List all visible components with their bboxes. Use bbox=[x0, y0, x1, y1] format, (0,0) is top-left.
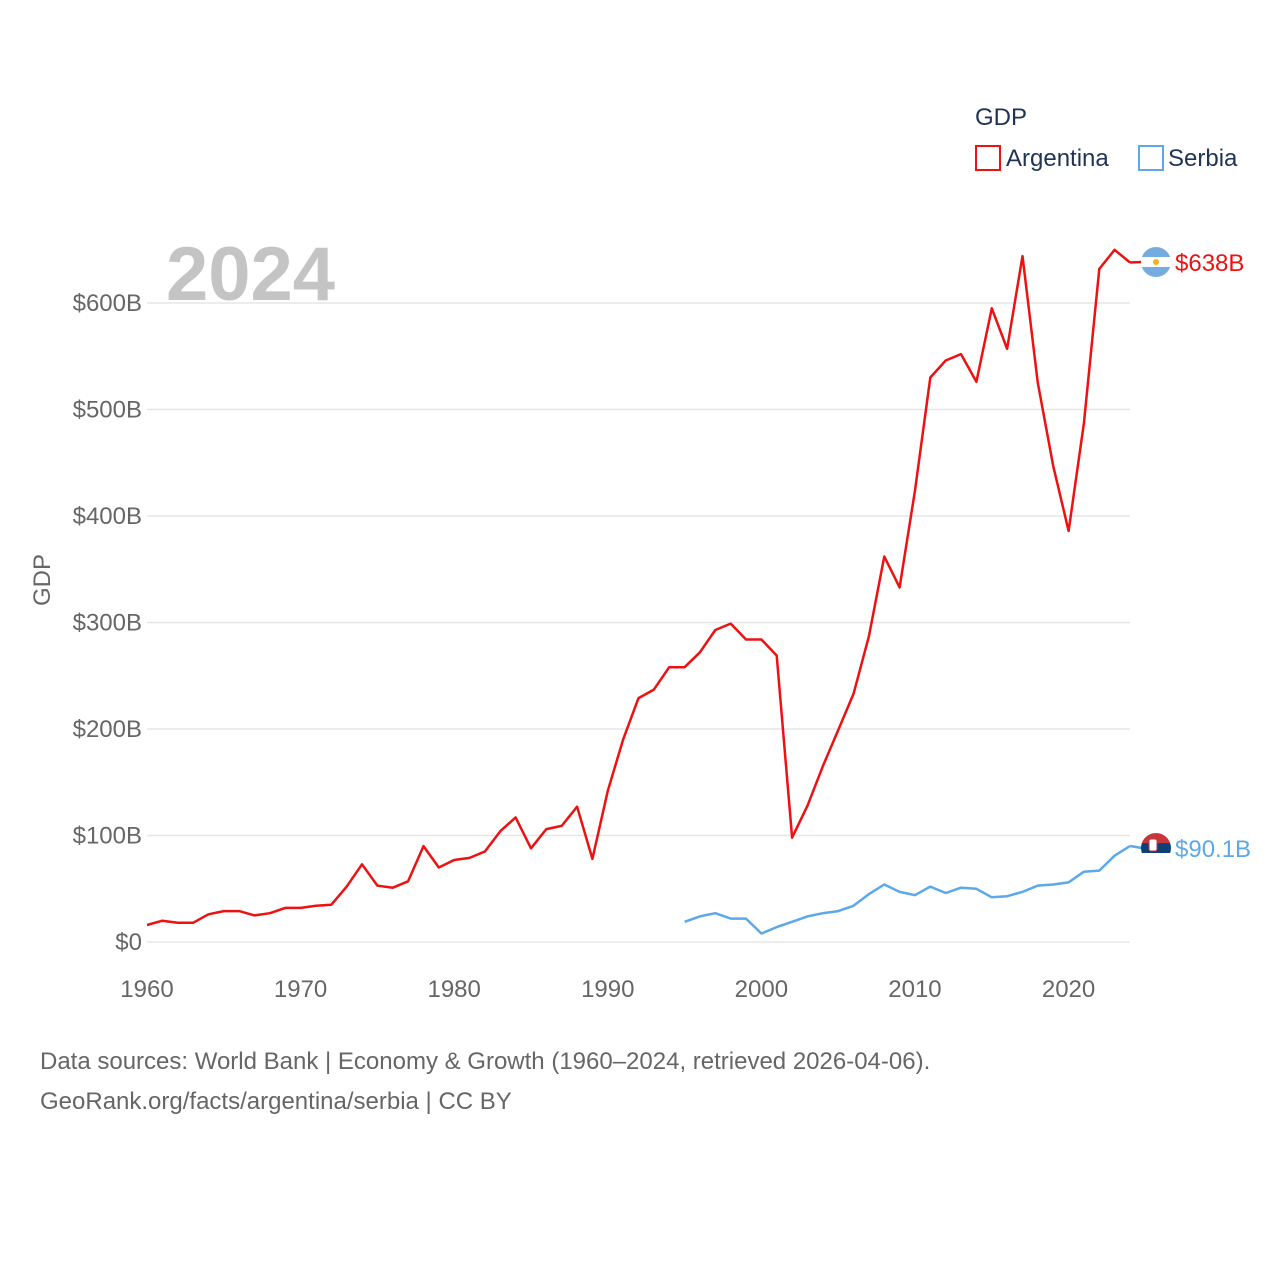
x-tick-label: 1960 bbox=[120, 976, 173, 1003]
end-value-label-serbia: $90.1B bbox=[1175, 836, 1251, 863]
y-tick-label: $400B bbox=[73, 503, 142, 530]
legend-swatch-serbia[interactable] bbox=[1138, 145, 1164, 171]
argentina-flag-icon bbox=[1141, 247, 1171, 278]
end-value-label-argentina: $638B bbox=[1175, 250, 1244, 277]
x-tick-label: 1990 bbox=[581, 976, 634, 1003]
x-tick-label: 2020 bbox=[1042, 976, 1095, 1003]
y-tick-label: $100B bbox=[73, 823, 142, 850]
y-tick-label: $600B bbox=[73, 290, 142, 317]
legend-title: GDP bbox=[975, 104, 1027, 131]
serbia-flag-icon bbox=[1141, 833, 1171, 864]
x-tick-label: 2000 bbox=[735, 976, 788, 1003]
x-tick-label: 1980 bbox=[427, 976, 480, 1003]
legend-label-argentina[interactable]: Argentina bbox=[1006, 145, 1109, 172]
legend: GDP Argentina Serbia bbox=[975, 104, 1238, 172]
end-connector-argentina bbox=[1129, 260, 1143, 264]
source-note: Data sources: World Bank | Economy & Gro… bbox=[40, 1042, 1240, 1122]
source-line-1: Data sources: World Bank | Economy & Gro… bbox=[40, 1048, 931, 1075]
y-tick-label: $500B bbox=[73, 397, 142, 424]
x-tick-label: 1970 bbox=[274, 976, 327, 1003]
y-tick-label: $300B bbox=[73, 610, 142, 637]
series-line-serbia[interactable] bbox=[684, 844, 1131, 935]
legend-label-serbia[interactable]: Serbia bbox=[1168, 145, 1238, 172]
y-axis-title: GDP bbox=[29, 554, 56, 606]
year-watermark: 2024 bbox=[166, 232, 335, 317]
end-connector-serbia bbox=[1129, 844, 1143, 850]
source-line-2[interactable]: GeoRank.org/facts/argentina/serbia | CC … bbox=[40, 1088, 512, 1115]
y-tick-label: $200B bbox=[73, 716, 142, 743]
legend-swatch-argentina[interactable] bbox=[975, 145, 1001, 171]
x-tick-label: 2010 bbox=[888, 976, 941, 1003]
y-tick-label: $0 bbox=[115, 929, 142, 956]
gdp-line-chart: $0 $100B $200B $300B $400B $500B $600B 1960 1970… bbox=[29, 104, 1251, 1003]
series-line-argentina[interactable] bbox=[146, 248, 1131, 927]
